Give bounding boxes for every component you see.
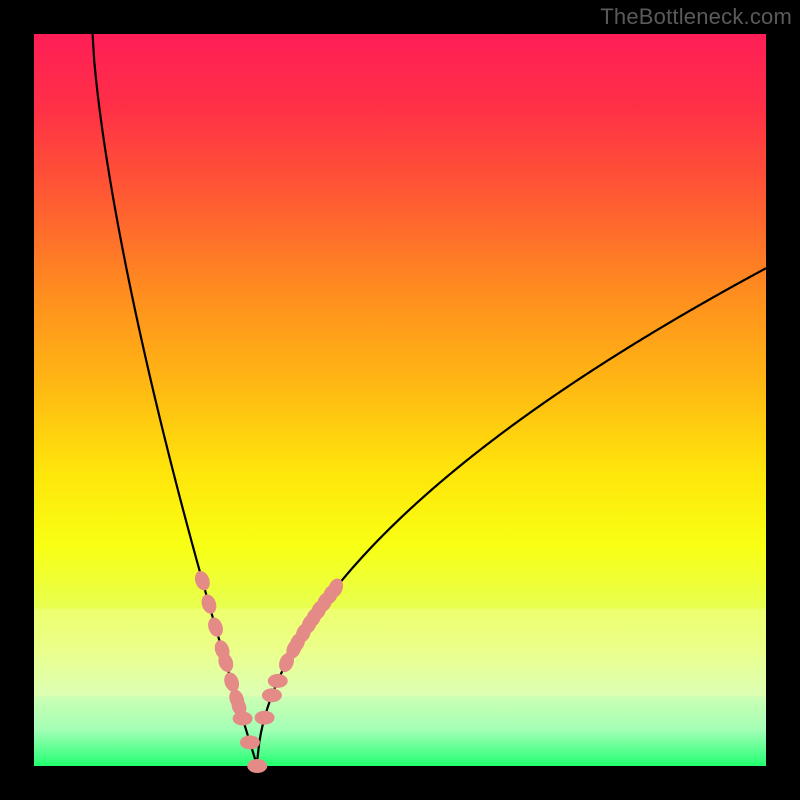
watermark-text: TheBottleneck.com [600, 4, 792, 30]
curve-marker [233, 712, 253, 726]
curve-marker [247, 759, 267, 773]
chart-container: TheBottleneck.com [0, 0, 800, 800]
bottleneck-chart [0, 0, 800, 800]
highlight-band [34, 609, 766, 697]
curve-marker [262, 688, 282, 702]
curve-marker [255, 711, 275, 725]
curve-marker [268, 674, 288, 688]
curve-marker [240, 735, 260, 749]
